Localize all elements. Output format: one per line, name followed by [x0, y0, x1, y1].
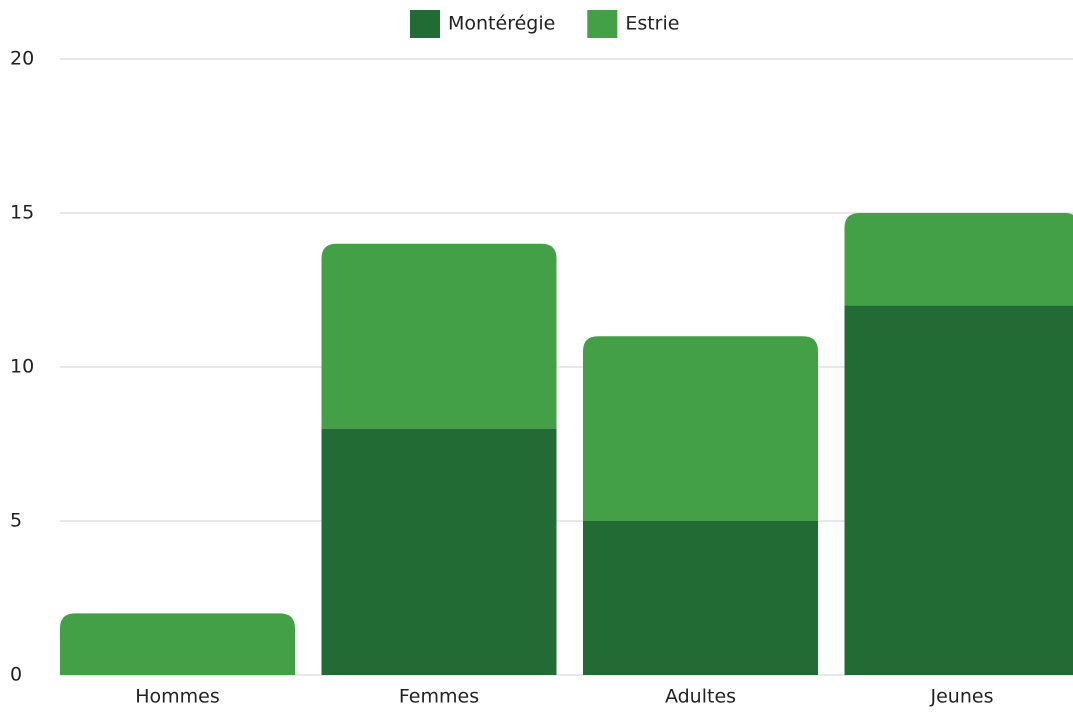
bar-segment [60, 613, 295, 675]
legend-swatch [410, 10, 440, 38]
y-tick-label: 20 [10, 48, 34, 70]
legend-label: Estrie [625, 13, 679, 35]
bar-segment [321, 428, 557, 675]
bar-segment [844, 213, 1073, 306]
bar-segment [583, 336, 818, 521]
y-tick-label: 5 [10, 510, 22, 532]
x-tick-label: Femmes [399, 686, 479, 708]
y-tick-label: 10 [10, 356, 34, 378]
x-tick-label: Hommes [135, 686, 220, 708]
y-tick-label: 15 [10, 202, 34, 224]
bar-segment [321, 243, 557, 429]
legend-label: Montérégie [448, 13, 555, 35]
y-tick-label: 0 [10, 664, 22, 686]
legend-swatch [587, 10, 618, 38]
bar-segment [583, 521, 818, 675]
bar-segment [844, 305, 1073, 675]
x-tick-label: Jeunes [930, 686, 994, 708]
x-tick-label: Adultes [665, 686, 736, 708]
